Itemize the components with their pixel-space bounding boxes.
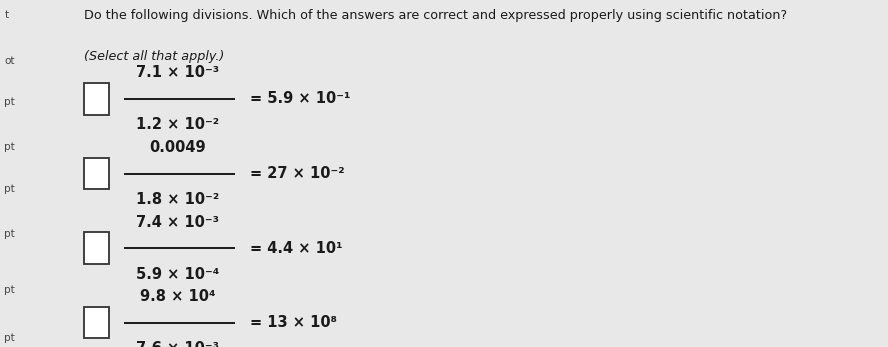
Text: (Select all that apply.): (Select all that apply.)	[84, 50, 225, 63]
Text: 7.6 × 10⁻³: 7.6 × 10⁻³	[136, 341, 219, 347]
Bar	[84, 307, 109, 338]
Text: 7.1 × 10⁻³: 7.1 × 10⁻³	[136, 65, 219, 81]
Text: t: t	[4, 10, 9, 20]
Text: = 27 × 10⁻²: = 27 × 10⁻²	[250, 166, 345, 181]
Text: 9.8 × 10⁴: 9.8 × 10⁴	[139, 289, 216, 304]
Text: 5.9 × 10⁻⁴: 5.9 × 10⁻⁴	[136, 266, 219, 282]
Text: = 13 × 10⁸: = 13 × 10⁸	[250, 315, 337, 330]
Text: pt: pt	[4, 333, 15, 343]
Bar	[84, 83, 109, 115]
Text: = 5.9 × 10⁻¹: = 5.9 × 10⁻¹	[250, 91, 351, 107]
Text: pt: pt	[4, 285, 15, 295]
Text: pt: pt	[4, 142, 15, 152]
Text: 1.8 × 10⁻²: 1.8 × 10⁻²	[136, 192, 219, 207]
Text: pt: pt	[4, 184, 15, 194]
Text: 1.2 × 10⁻²: 1.2 × 10⁻²	[136, 117, 219, 133]
Text: = 4.4 × 10¹: = 4.4 × 10¹	[250, 240, 343, 256]
Text: 7.4 × 10⁻³: 7.4 × 10⁻³	[136, 214, 219, 230]
Bar	[84, 158, 109, 189]
Text: 0.0049: 0.0049	[149, 140, 206, 155]
Text: pt: pt	[4, 97, 15, 107]
Text: ot: ot	[4, 56, 15, 66]
Text: pt: pt	[4, 229, 15, 239]
Bar	[84, 232, 109, 264]
Text: Do the following divisions. Which of the answers are correct and expressed prope: Do the following divisions. Which of the…	[84, 9, 788, 22]
